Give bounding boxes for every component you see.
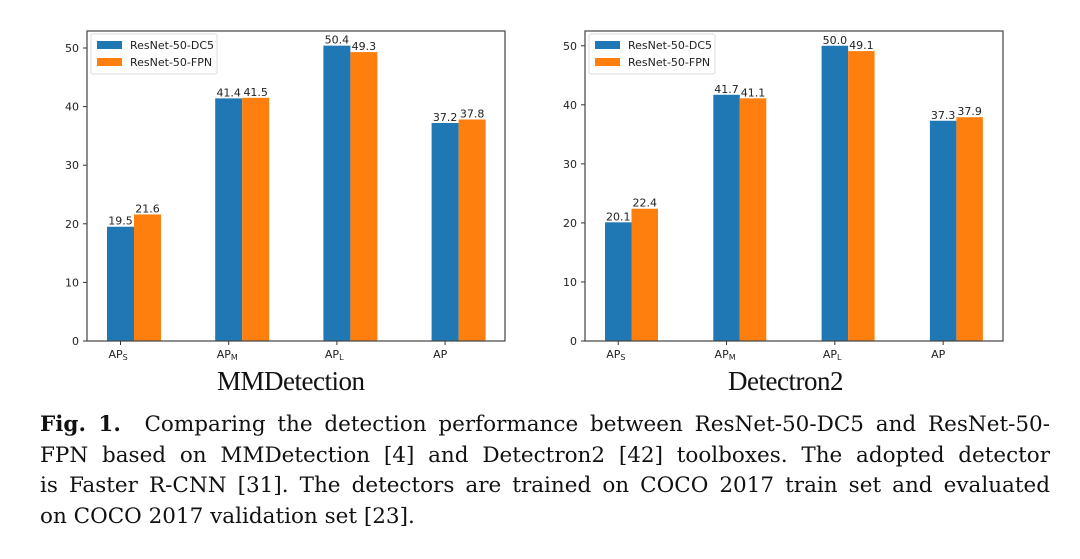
x-tick-label: APM [217,348,238,362]
figure-caption: Fig. 1. Comparing the detection performa… [40,410,1050,532]
data-label: 41.5 [243,86,268,99]
bar-resnet-50-dc5-ap_s [605,222,632,341]
data-label: 37.2 [433,111,458,124]
data-label: 22.4 [633,197,658,210]
data-label: 37.8 [460,107,485,120]
x-tick-label: APS [606,348,625,362]
x-tick-label: APL [823,348,842,362]
data-label: 19.5 [108,215,133,228]
y-tick-label: 0 [570,335,577,348]
bar-resnet-50-dc5-ap [431,123,459,341]
legend-label: ResNet-50-DC5 [628,39,712,52]
caption-line-3: is Faster R-CNN [31]. The detectors are … [40,473,1050,498]
y-tick-label: 30 [65,159,79,172]
bar-resnet-50-fpn-ap_l [350,52,378,342]
legend-box [588,33,716,75]
y-tick-label: 40 [563,99,577,112]
legend-swatch [97,58,122,66]
data-label: 49.1 [849,39,874,52]
legend-swatch [595,58,620,66]
legend-swatch [595,41,620,49]
legend-box [90,33,218,75]
caption-line-2: FPN based on MMDetection [4] and Detectr… [40,442,1050,468]
data-label: 41.7 [714,83,739,96]
y-tick-label: 0 [72,335,79,348]
legend-label: ResNet-50-FPN [628,56,710,69]
bar-resnet-50-dc5-ap [929,120,957,341]
x-tick-label: AP [931,348,946,361]
chart-title-mmdetection: MMDetection [217,366,365,396]
legend-label: ResNet-50-DC5 [130,39,214,52]
plot-frame [86,30,506,342]
chart-panel-0: 19.521.6 APS 41.4 41.5 APM 50.4 49.3 APL 37.2 37.… [65,30,506,362]
data-label: 37.9 [957,105,982,118]
x-tick-label: APM [715,348,736,362]
x-tick-label: APS [109,348,128,362]
bar-resnet-50-fpn-ap_s [631,208,658,341]
data-label: 50.4 [325,34,350,47]
data-label: 50.0 [823,34,848,47]
caption-line-4: on COCO 2017 validation set [23]. [40,503,415,529]
legend: ResNet-50-DC5 ResNet-50-FPN [90,33,218,75]
data-label: 20.1 [606,210,631,223]
y-tick-label: 20 [563,217,577,230]
bar-resnet-50-fpn-ap_m [739,98,767,341]
bar-resnet-50-dc5-ap_m [215,98,243,342]
data-label: 49.3 [352,40,377,53]
chart-title-detectron2: Detectron2 [728,366,843,396]
caption-line-1: Fig. 1. Comparing the detection performa… [40,410,1050,441]
bar-resnet-50-dc5-ap_l [821,45,849,342]
bar-resnet-50-dc5-ap_m [713,94,740,342]
caption-text-1: Comparing the detection performance betw… [144,412,1050,437]
data-label: 41.1 [741,86,766,99]
bar-resnet-50-fpn-ap_s [134,214,161,341]
chart-panel-1: 20.122.4 APS 41.7 41.1 APM 50.0 49.1 APL 37.3 37.… [563,30,1004,362]
y-tick-label: 10 [563,276,577,289]
bar-resnet-50-fpn-ap [956,117,983,341]
legend-swatch [97,41,122,49]
legend-label: ResNet-50-FPN [130,56,212,69]
x-tick-label: APL [325,348,344,362]
legend: ResNet-50-DC5 ResNet-50-FPN [588,33,716,75]
data-label: 41.4 [216,86,241,99]
caption-label: Fig. 1. [40,412,121,437]
y-tick-label: 30 [563,158,577,171]
bar-resnet-50-dc5-ap_s [107,226,134,341]
y-tick-label: 10 [65,276,79,289]
data-label: 21.6 [135,202,160,215]
y-tick-label: 20 [65,218,79,231]
x-tick-label: AP [433,348,448,361]
y-tick-label: 50 [563,40,577,53]
data-label: 37.3 [931,109,956,122]
y-tick-label: 50 [65,42,79,55]
bar-resnet-50-fpn-ap_l [848,51,875,341]
y-tick-label: 40 [65,101,79,114]
plot-frame [584,30,1004,342]
bar-resnet-50-fpn-ap_m [242,97,270,341]
bar-resnet-50-dc5-ap_l [323,45,351,342]
bar-resnet-50-fpn-ap [458,119,486,342]
